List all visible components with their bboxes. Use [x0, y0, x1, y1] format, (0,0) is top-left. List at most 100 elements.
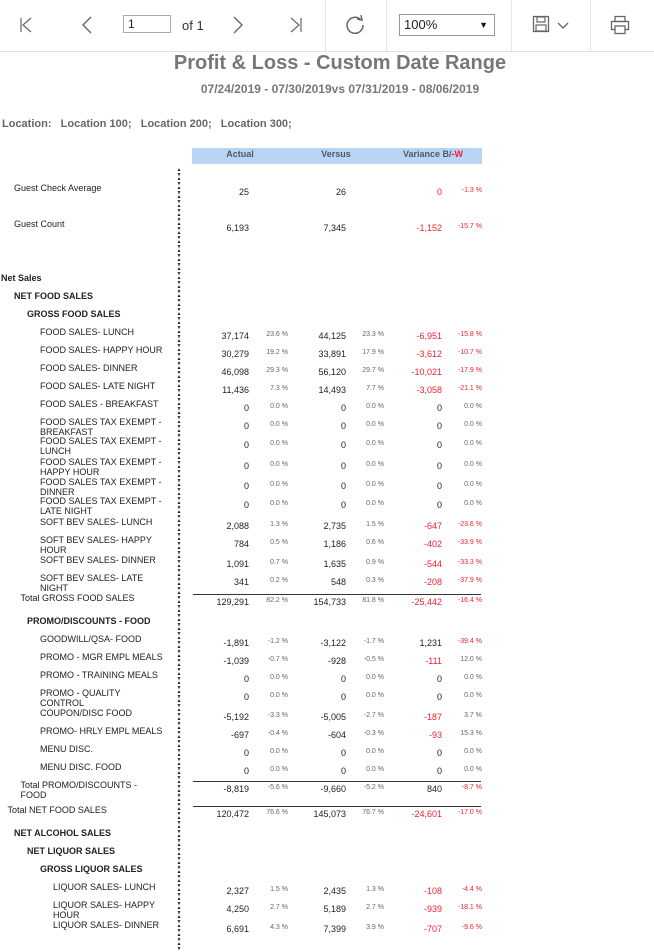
- sort-handle-icon[interactable]: ▲ ▼: [176, 482, 182, 493]
- column-header-versus[interactable]: Versus: [288, 148, 384, 164]
- sort-handle-icon[interactable]: ▲ ▼: [176, 518, 182, 529]
- sort-handle-icon[interactable]: ▲ ▼: [176, 437, 182, 448]
- sort-handle-icon[interactable]: ▲ ▼: [176, 743, 182, 754]
- sort-handle-icon[interactable]: ▲ ▼: [176, 212, 182, 223]
- sort-handle-icon[interactable]: ▲ ▼: [176, 167, 182, 178]
- refresh-icon[interactable]: [344, 14, 366, 36]
- sort-handle-icon[interactable]: ▲ ▼: [176, 905, 182, 916]
- sort-handle-icon[interactable]: ▲ ▼: [176, 806, 182, 817]
- save-icon[interactable]: [532, 15, 550, 33]
- sort-handle-icon[interactable]: ▲ ▼: [176, 644, 182, 655]
- sort-handle-icon[interactable]: ▲ ▼: [176, 338, 182, 349]
- sort-handle-icon[interactable]: ▲ ▼: [176, 896, 182, 907]
- sort-handle-icon[interactable]: ▲ ▼: [176, 815, 182, 826]
- sort-handle-icon[interactable]: ▲ ▼: [176, 689, 182, 700]
- sort-handle-icon[interactable]: ▲ ▼: [176, 401, 182, 412]
- sort-handle-icon[interactable]: ▲ ▼: [176, 410, 182, 421]
- sort-handle-icon[interactable]: ▲ ▼: [176, 194, 182, 205]
- sort-handle-icon[interactable]: ▲ ▼: [176, 581, 182, 592]
- sort-handle-icon[interactable]: ▲ ▼: [176, 860, 182, 871]
- sort-handle-icon[interactable]: ▲ ▼: [176, 257, 182, 268]
- sort-handle-icon[interactable]: ▲ ▼: [176, 716, 182, 727]
- sort-handle-icon[interactable]: ▲ ▼: [176, 572, 182, 583]
- sort-handle-icon[interactable]: ▲ ▼: [176, 221, 182, 232]
- sort-handle-icon[interactable]: ▲ ▼: [176, 626, 182, 637]
- column-header-variance[interactable]: Variance B/-W: [384, 148, 482, 164]
- sort-handle-icon[interactable]: ▲ ▼: [176, 770, 182, 781]
- sort-handle-icon[interactable]: ▲ ▼: [176, 455, 182, 466]
- page-number-input[interactable]: [123, 15, 171, 33]
- sort-handle-icon[interactable]: ▲ ▼: [176, 761, 182, 772]
- sort-handle-icon[interactable]: ▲ ▼: [176, 419, 182, 430]
- last-page-icon[interactable]: [288, 16, 304, 34]
- sort-handle-icon[interactable]: ▲ ▼: [176, 617, 182, 628]
- sort-handle-icon[interactable]: ▲ ▼: [176, 635, 182, 646]
- sort-handle-icon[interactable]: ▲ ▼: [176, 491, 182, 502]
- sort-handle-icon[interactable]: ▲ ▼: [176, 320, 182, 331]
- sort-handle-icon[interactable]: ▲ ▼: [176, 590, 182, 601]
- sort-handle-icon[interactable]: ▲ ▼: [176, 248, 182, 259]
- column-header-actual[interactable]: Actual: [192, 148, 288, 164]
- sort-handle-icon[interactable]: ▲ ▼: [176, 608, 182, 619]
- sort-handle-icon[interactable]: ▲ ▼: [176, 464, 182, 475]
- sort-handle-icon[interactable]: ▲ ▼: [176, 869, 182, 880]
- sort-handle-icon[interactable]: ▲ ▼: [176, 779, 182, 790]
- sort-handle-icon[interactable]: ▲ ▼: [176, 923, 182, 934]
- sort-handle-icon[interactable]: ▲ ▼: [176, 887, 182, 898]
- next-page-icon[interactable]: [231, 15, 245, 35]
- sort-handle-icon[interactable]: ▲ ▼: [176, 788, 182, 799]
- sort-handle-icon[interactable]: ▲ ▼: [176, 347, 182, 358]
- sort-handle-icon[interactable]: ▲ ▼: [176, 374, 182, 385]
- sort-handle-icon[interactable]: ▲ ▼: [176, 932, 182, 943]
- sort-handle-icon[interactable]: ▲ ▼: [176, 239, 182, 250]
- sort-handle-icon[interactable]: ▲ ▼: [176, 536, 182, 547]
- sort-handle-icon[interactable]: ▲ ▼: [176, 797, 182, 808]
- sort-handle-icon[interactable]: ▲ ▼: [176, 833, 182, 844]
- sort-handle-icon[interactable]: ▲ ▼: [176, 599, 182, 610]
- sort-handle-icon[interactable]: ▲ ▼: [176, 851, 182, 862]
- sort-handle-icon[interactable]: ▲ ▼: [176, 653, 182, 664]
- sort-handle-icon[interactable]: ▲ ▼: [176, 554, 182, 565]
- first-page-icon[interactable]: [18, 16, 34, 34]
- sort-handle-icon[interactable]: ▲ ▼: [176, 878, 182, 889]
- sort-handle-icon[interactable]: ▲ ▼: [176, 671, 182, 682]
- sort-handle-icon[interactable]: ▲ ▼: [176, 284, 182, 295]
- sort-handle-icon[interactable]: ▲ ▼: [176, 356, 182, 367]
- sort-handle-icon[interactable]: ▲ ▼: [176, 266, 182, 277]
- sort-handle-icon[interactable]: ▲ ▼: [176, 293, 182, 304]
- sort-handle-icon[interactable]: ▲ ▼: [176, 185, 182, 196]
- sort-handle-icon[interactable]: ▲ ▼: [176, 941, 182, 952]
- sort-handle-icon[interactable]: ▲ ▼: [176, 563, 182, 574]
- sort-handle-icon[interactable]: ▲ ▼: [176, 680, 182, 691]
- sort-handle-icon[interactable]: ▲ ▼: [176, 392, 182, 403]
- sort-handle-icon[interactable]: ▲ ▼: [176, 428, 182, 439]
- sort-handle-icon[interactable]: ▲ ▼: [176, 383, 182, 394]
- sort-handle-icon[interactable]: ▲ ▼: [176, 446, 182, 457]
- sort-handle-icon[interactable]: ▲ ▼: [176, 725, 182, 736]
- chevron-down-icon[interactable]: [557, 22, 569, 30]
- sort-handle-icon[interactable]: ▲ ▼: [176, 824, 182, 835]
- previous-page-icon[interactable]: [80, 15, 94, 35]
- sort-handle-icon[interactable]: ▲ ▼: [176, 230, 182, 241]
- sort-handle-icon[interactable]: ▲ ▼: [176, 473, 182, 484]
- sort-handle-icon[interactable]: ▲ ▼: [176, 365, 182, 376]
- sort-handle-icon[interactable]: ▲ ▼: [176, 662, 182, 673]
- sort-handle-icon[interactable]: ▲ ▼: [176, 545, 182, 556]
- zoom-select[interactable]: 100% ▼: [399, 14, 495, 36]
- sort-handle-icon[interactable]: ▲ ▼: [176, 734, 182, 745]
- sort-handle-icon[interactable]: ▲ ▼: [176, 311, 182, 322]
- sort-handle-icon[interactable]: ▲ ▼: [176, 707, 182, 718]
- sort-handle-icon[interactable]: ▲ ▼: [176, 329, 182, 340]
- sort-handle-icon[interactable]: ▲ ▼: [176, 203, 182, 214]
- sort-handle-icon[interactable]: ▲ ▼: [176, 275, 182, 286]
- sort-handle-icon[interactable]: ▲ ▼: [176, 842, 182, 853]
- sort-handle-icon[interactable]: ▲ ▼: [176, 752, 182, 763]
- sort-handle-icon[interactable]: ▲ ▼: [176, 914, 182, 925]
- sort-handle-icon[interactable]: ▲ ▼: [176, 527, 182, 538]
- sort-handle-icon[interactable]: ▲ ▼: [176, 509, 182, 520]
- sort-handle-icon[interactable]: ▲ ▼: [176, 176, 182, 187]
- print-icon[interactable]: [610, 15, 630, 35]
- sort-handle-icon[interactable]: ▲ ▼: [176, 500, 182, 511]
- sort-handle-icon[interactable]: ▲ ▼: [176, 302, 182, 313]
- sort-handle-icon[interactable]: ▲ ▼: [176, 698, 182, 709]
